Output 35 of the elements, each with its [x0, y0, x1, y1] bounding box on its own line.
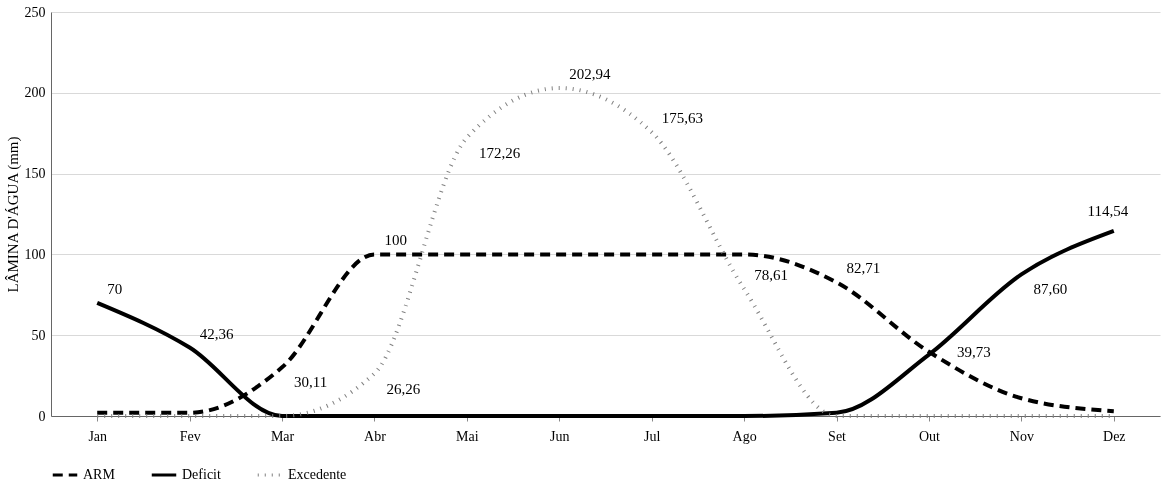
- x-tick-label: Ago: [732, 428, 757, 444]
- data-label: 100: [384, 232, 407, 249]
- x-tick-label: Mar: [270, 428, 295, 444]
- x-tick-label: Set: [828, 428, 847, 444]
- data-label: 39,73: [956, 343, 991, 360]
- y-tick-label: 100: [24, 246, 46, 262]
- data-label: 78,61: [754, 266, 788, 283]
- legend-label: Excedente: [288, 467, 347, 482]
- data-label: 87,60: [1033, 281, 1068, 298]
- x-tick-label: Dez: [1103, 428, 1126, 444]
- y-tick-label: 250: [24, 4, 46, 20]
- y-tick-label: 0: [38, 408, 46, 424]
- data-label: 172,26: [478, 144, 521, 161]
- data-label: 70: [107, 280, 123, 297]
- x-tick-label: Abr: [364, 428, 387, 444]
- legend-label: Deficit: [182, 467, 221, 482]
- data-label: 82,71: [846, 260, 881, 277]
- x-tick-label: Jun: [550, 428, 570, 444]
- data-label: 42,36: [199, 325, 234, 342]
- x-tick-label: Mai: [456, 428, 479, 444]
- x-tick-label: Jan: [88, 428, 108, 444]
- y-tick-label: 150: [24, 166, 46, 182]
- x-tick-label: Out: [918, 428, 941, 444]
- data-label: 175,63: [661, 110, 703, 127]
- x-tick-label: Jul: [644, 428, 661, 444]
- y-tick-label: 200: [24, 85, 46, 101]
- y-axis-title: LÂMINA D'ÁGUA (mm): [4, 136, 22, 293]
- data-label: 202,94: [569, 66, 612, 83]
- legend-label: ARM: [83, 467, 116, 482]
- x-tick-label: Nov: [1009, 428, 1034, 444]
- data-label: 26,26: [386, 380, 421, 397]
- x-tick-label: Fev: [179, 428, 201, 444]
- data-label: 114,54: [1087, 202, 1129, 219]
- y-tick-label: 50: [31, 327, 46, 343]
- data-label: 30,11: [294, 374, 328, 391]
